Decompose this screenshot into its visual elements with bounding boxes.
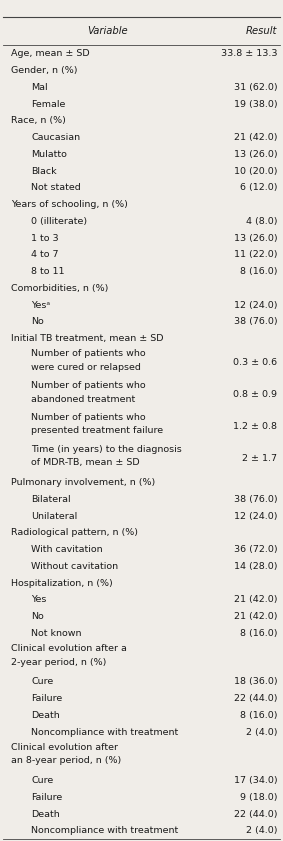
Text: Number of patients who: Number of patients who (31, 349, 146, 358)
Text: 10 (20.0): 10 (20.0) (234, 167, 277, 176)
Text: Caucasian: Caucasian (31, 133, 80, 142)
Text: 9 (18.0): 9 (18.0) (240, 793, 277, 802)
Text: Mulatto: Mulatto (31, 150, 67, 159)
Text: an 8-year period, n (%): an 8-year period, n (%) (11, 756, 122, 765)
Text: 4 to 7: 4 to 7 (31, 251, 59, 259)
Text: No: No (31, 612, 44, 621)
Text: 2 ± 1.7: 2 ± 1.7 (242, 454, 277, 463)
Text: Clinical evolution after a: Clinical evolution after a (11, 644, 127, 653)
Text: 12 (24.0): 12 (24.0) (234, 300, 277, 309)
Text: Years of schooling, n (%): Years of schooling, n (%) (11, 200, 128, 209)
Text: 36 (72.0): 36 (72.0) (234, 545, 277, 554)
Text: 22 (44.0): 22 (44.0) (234, 694, 277, 703)
Text: abandoned treatment: abandoned treatment (31, 394, 135, 404)
Text: Number of patients who: Number of patients who (31, 381, 146, 390)
Text: 22 (44.0): 22 (44.0) (234, 810, 277, 818)
Text: Cure: Cure (31, 677, 53, 686)
Text: 0 (illiterate): 0 (illiterate) (31, 217, 87, 225)
Text: Without cavitation: Without cavitation (31, 562, 118, 571)
Text: Time (in years) to the diagnosis: Time (in years) to the diagnosis (31, 445, 182, 454)
Text: presented treatment failure: presented treatment failure (31, 426, 163, 436)
Text: 13 (26.0): 13 (26.0) (234, 150, 277, 159)
Text: Pulmonary involvement, n (%): Pulmonary involvement, n (%) (11, 478, 156, 487)
Text: 0.3 ± 0.6: 0.3 ± 0.6 (233, 358, 277, 368)
Text: Not known: Not known (31, 629, 82, 637)
Text: Noncompliance with treatment: Noncompliance with treatment (31, 727, 178, 737)
Text: 33.8 ± 13.3: 33.8 ± 13.3 (221, 50, 277, 58)
Text: Initial TB treatment, mean ± SD: Initial TB treatment, mean ± SD (11, 334, 164, 343)
Text: 8 to 11: 8 to 11 (31, 267, 65, 276)
Text: 8 (16.0): 8 (16.0) (240, 629, 277, 637)
Text: Bilateral: Bilateral (31, 495, 71, 504)
Text: Yes: Yes (31, 595, 46, 605)
Text: Clinical evolution after: Clinical evolution after (11, 743, 118, 752)
Text: Yesᵃ: Yesᵃ (31, 300, 50, 309)
Text: Number of patients who: Number of patients who (31, 413, 146, 422)
Text: 19 (38.0): 19 (38.0) (234, 99, 277, 108)
Text: Race, n (%): Race, n (%) (11, 116, 66, 125)
Text: Hospitalization, n (%): Hospitalization, n (%) (11, 579, 113, 588)
Text: 14 (28.0): 14 (28.0) (234, 562, 277, 571)
Text: Mal: Mal (31, 82, 48, 92)
Text: of MDR-TB, mean ± SD: of MDR-TB, mean ± SD (31, 458, 140, 468)
Text: 2-year period, n (%): 2-year period, n (%) (11, 658, 107, 667)
Text: With cavitation: With cavitation (31, 545, 103, 554)
Text: Failure: Failure (31, 793, 62, 802)
Text: Gender, n (%): Gender, n (%) (11, 66, 78, 75)
Text: 1 to 3: 1 to 3 (31, 234, 59, 242)
Text: 11 (22.0): 11 (22.0) (234, 251, 277, 259)
Text: 17 (34.0): 17 (34.0) (234, 776, 277, 785)
Text: Cure: Cure (31, 776, 53, 785)
Text: Age, mean ± SD: Age, mean ± SD (11, 50, 90, 58)
Text: 18 (36.0): 18 (36.0) (234, 677, 277, 686)
Text: 8 (16.0): 8 (16.0) (240, 711, 277, 720)
Text: 0.8 ± 0.9: 0.8 ± 0.9 (233, 390, 277, 399)
Text: Noncompliance with treatment: Noncompliance with treatment (31, 827, 178, 835)
Text: Death: Death (31, 711, 60, 720)
Text: Failure: Failure (31, 694, 62, 703)
Text: 31 (62.0): 31 (62.0) (234, 82, 277, 92)
Text: Female: Female (31, 99, 65, 108)
Text: 21 (42.0): 21 (42.0) (234, 612, 277, 621)
Text: 38 (76.0): 38 (76.0) (234, 495, 277, 504)
Text: Comorbidities, n (%): Comorbidities, n (%) (11, 283, 109, 293)
Text: 38 (76.0): 38 (76.0) (234, 317, 277, 326)
Text: Unilateral: Unilateral (31, 511, 77, 521)
Text: Radiological pattern, n (%): Radiological pattern, n (%) (11, 528, 138, 537)
Text: 21 (42.0): 21 (42.0) (234, 133, 277, 142)
Text: 21 (42.0): 21 (42.0) (234, 595, 277, 605)
Text: Death: Death (31, 810, 60, 818)
Text: Variable: Variable (87, 26, 128, 36)
Text: 2 (4.0): 2 (4.0) (246, 827, 277, 835)
Text: 12 (24.0): 12 (24.0) (234, 511, 277, 521)
Text: Not stated: Not stated (31, 183, 81, 193)
Text: 8 (16.0): 8 (16.0) (240, 267, 277, 276)
Text: were cured or relapsed: were cured or relapsed (31, 362, 141, 372)
Text: 2 (4.0): 2 (4.0) (246, 727, 277, 737)
Text: 4 (8.0): 4 (8.0) (246, 217, 277, 225)
Text: Black: Black (31, 167, 57, 176)
Text: No: No (31, 317, 44, 326)
Text: 1.2 ± 0.8: 1.2 ± 0.8 (233, 422, 277, 431)
Text: 6 (12.0): 6 (12.0) (240, 183, 277, 193)
Text: Result: Result (246, 26, 277, 36)
Text: 13 (26.0): 13 (26.0) (234, 234, 277, 242)
